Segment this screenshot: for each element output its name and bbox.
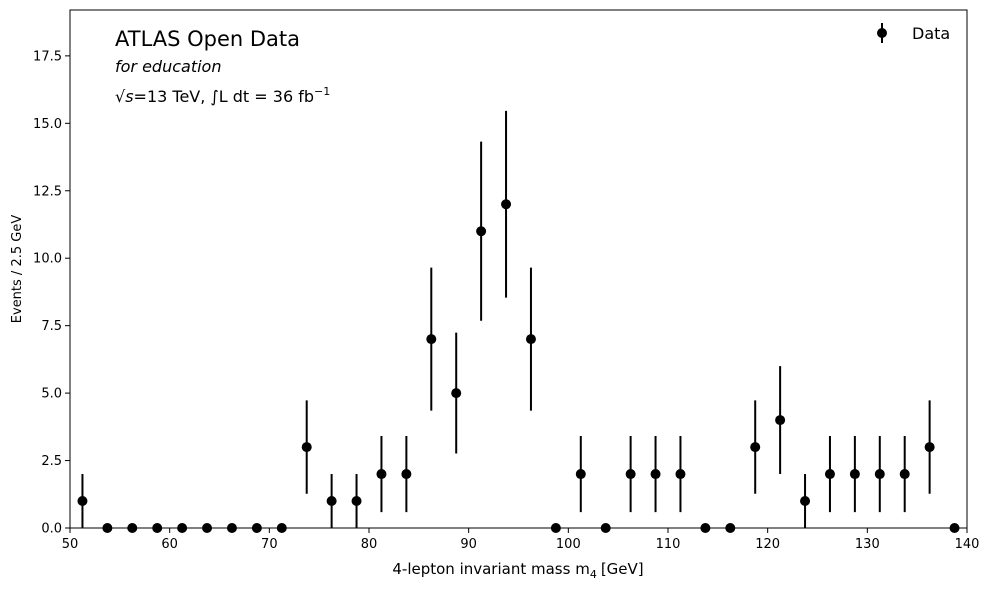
- y-tick-label: 5.0: [41, 387, 62, 402]
- data-point: [775, 415, 786, 426]
- y-tick-label: 15.0: [33, 117, 62, 132]
- data-point: [625, 469, 636, 480]
- legend-label-data: Data: [912, 24, 950, 43]
- x-axis-title-unit: [GeV]: [601, 560, 644, 578]
- data-point: [401, 469, 412, 480]
- legend: Data: [877, 23, 950, 43]
- data-point: [501, 199, 512, 210]
- data-point: [77, 496, 88, 507]
- x-tick-label: 100: [556, 537, 581, 552]
- data-point: [899, 469, 910, 480]
- x-axis-title-main: 4-lepton invariant mass m: [392, 560, 589, 578]
- x-axis-title: 4-lepton invariant mass m4 [GeV]: [392, 560, 643, 581]
- y-axis-ticks: 0.0 2.5 5.0 7.5 10.0 12.5 15.0 17.5: [33, 49, 70, 537]
- plot-frame: [69, 9, 968, 529]
- x-axis-ticks: 50 60 70 80 90 100 110 120 130 140: [62, 528, 980, 552]
- data-point: [376, 469, 387, 480]
- energy-equation: =13 TeV,: [134, 87, 211, 106]
- data-point: [351, 496, 362, 507]
- data-point: [924, 442, 935, 453]
- luminosity-exponent: −1: [314, 85, 330, 98]
- sqrt-symbol: √: [115, 87, 126, 106]
- data-point: [326, 496, 337, 507]
- x-tick-label: 70: [261, 537, 278, 552]
- data-point: [301, 442, 312, 453]
- data-point: [750, 442, 761, 453]
- data-point: [849, 469, 860, 480]
- annotation-energy: √s=13 TeV, ∫L dt = 36 fb−1: [115, 85, 330, 106]
- data-point: [451, 388, 462, 399]
- legend-marker-icon: [877, 28, 887, 38]
- data-point: [426, 334, 437, 345]
- data-point: [874, 469, 885, 480]
- x-tick-label: 50: [62, 537, 79, 552]
- x-tick-label: 110: [656, 537, 681, 552]
- x-axis-title-subscript: 4: [590, 568, 597, 581]
- data-point: [824, 469, 835, 480]
- luminosity-text: L dt = 36 fb: [219, 87, 314, 106]
- x-tick-label: 90: [460, 537, 477, 552]
- y-tick-label: 12.5: [33, 184, 62, 199]
- x-tick-label: 60: [161, 537, 178, 552]
- data-point: [525, 334, 536, 345]
- y-tick-label: 2.5: [41, 454, 62, 469]
- y-tick-label: 17.5: [33, 49, 62, 64]
- s-variable: s: [125, 87, 133, 106]
- data-point: [575, 469, 586, 480]
- data-point: [675, 469, 686, 480]
- data-point: [476, 226, 487, 237]
- data-point: [650, 469, 661, 480]
- y-axis-title: Events / 2.5 GeV: [10, 215, 25, 324]
- x-tick-label: 130: [855, 537, 880, 552]
- annotation-subtitle: for education: [115, 57, 221, 76]
- y-tick-label: 0.0: [41, 522, 62, 537]
- annotation-title: ATLAS Open Data: [115, 27, 300, 51]
- y-tick-label: 7.5: [41, 319, 62, 334]
- y-tick-label: 10.0: [33, 252, 62, 267]
- integral-symbol: ∫: [210, 87, 218, 106]
- x-tick-label: 80: [361, 537, 378, 552]
- x-tick-label: 120: [755, 537, 780, 552]
- x-tick-label: 140: [955, 537, 980, 552]
- data-point: [800, 496, 811, 507]
